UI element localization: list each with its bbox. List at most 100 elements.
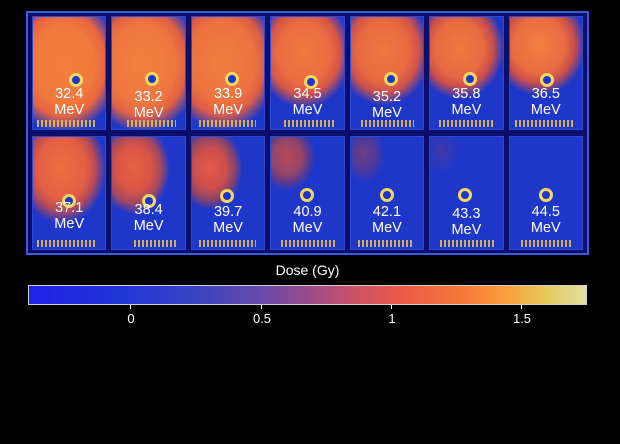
- ring-mark: [141, 193, 156, 208]
- film-13: 43.3 MeV: [429, 136, 504, 250]
- film-panel: 32.4 MeV 33.2 MeV 33.9 MeV: [26, 11, 589, 255]
- energy-label: 42.1 MeV: [351, 204, 423, 236]
- energy-unit: MeV: [213, 102, 243, 119]
- dose-glow: [33, 17, 106, 129]
- ring-mark: [145, 71, 160, 86]
- energy-value: 42.1: [372, 204, 402, 221]
- energy-label: 35.2 MeV: [351, 89, 423, 121]
- handwritten-mark: [126, 120, 177, 127]
- energy-label: 32.4 MeV: [33, 86, 105, 118]
- energy-unit: MeV: [530, 102, 561, 119]
- energy-unit: MeV: [292, 220, 323, 237]
- dose-glow: [33, 137, 106, 249]
- handwritten-mark: [281, 240, 335, 247]
- energy-unit: MeV: [54, 102, 85, 119]
- energy-label: 35.8 MeV: [430, 86, 502, 118]
- handwritten-mark: [199, 240, 256, 247]
- handwritten-mark: [438, 120, 494, 127]
- dose-colorbar: [28, 285, 587, 305]
- film-3: 33.9 MeV: [190, 16, 266, 130]
- ring-mark: [69, 72, 84, 87]
- film-grid: 32.4 MeV 33.2 MeV 33.9 MeV: [32, 16, 583, 250]
- energy-value: 38.4: [134, 201, 163, 218]
- energy-unit: MeV: [213, 220, 243, 237]
- energy-value: 40.9: [293, 204, 322, 221]
- ring-mark: [379, 188, 394, 203]
- energy-unit: MeV: [133, 104, 164, 121]
- dose-glow: [112, 137, 185, 249]
- handwritten-mark: [440, 240, 494, 247]
- energy-label: 33.2 MeV: [112, 89, 184, 121]
- energy-value: 44.5: [531, 204, 560, 221]
- colorbar-tick: [521, 305, 522, 309]
- film-8: 37.1 MeV: [32, 136, 107, 250]
- ring-mark: [224, 71, 239, 86]
- energy-value: 43.3: [452, 206, 481, 223]
- handwritten-mark: [284, 120, 335, 127]
- handwritten-mark: [521, 240, 574, 247]
- energy-unit: MeV: [133, 217, 164, 234]
- colorbar-tick-label: 1.5: [512, 311, 532, 326]
- handwritten-mark: [515, 120, 574, 127]
- film-7: 36.5 MeV: [508, 16, 583, 130]
- energy-value: 33.9: [213, 86, 243, 103]
- ring-mark: [300, 188, 315, 203]
- handwritten-mark: [37, 240, 97, 247]
- ring-mark: [219, 189, 234, 204]
- colorbar-tick: [261, 305, 262, 309]
- film-6: 35.8 MeV: [429, 16, 504, 130]
- energy-value: 39.7: [213, 204, 243, 221]
- energy-value: 34.5: [293, 86, 322, 103]
- ring-mark: [304, 74, 319, 89]
- energy-value: 33.2: [134, 88, 163, 105]
- energy-value: 35.2: [372, 88, 402, 105]
- energy-value: 32.4: [55, 86, 84, 103]
- energy-label: 38.4 MeV: [112, 202, 184, 234]
- energy-label: 40.9 MeV: [271, 204, 343, 236]
- ring-mark: [462, 71, 477, 86]
- energy-label: 43.3 MeV: [430, 206, 502, 238]
- energy-value: 37.1: [55, 199, 84, 216]
- film-4: 34.5 MeV: [270, 16, 345, 130]
- film-12: 42.1 MeV: [349, 136, 425, 250]
- energy-label: 33.9 MeV: [192, 86, 264, 118]
- film-2: 33.2 MeV: [111, 16, 186, 130]
- film-9: 38.4 MeV: [111, 136, 186, 250]
- colorbar-tick: [130, 305, 131, 309]
- handwritten-mark: [37, 120, 97, 127]
- energy-value: 35.8: [452, 86, 481, 103]
- energy-label: 37.1 MeV: [33, 200, 105, 232]
- energy-value: 36.5: [531, 86, 560, 103]
- film-14: 44.5 MeV: [508, 136, 583, 250]
- film-10: 39.7 MeV: [190, 136, 266, 250]
- energy-label: 36.5 MeV: [510, 86, 582, 118]
- energy-unit: MeV: [372, 220, 402, 237]
- ring-mark: [538, 188, 553, 203]
- film-1: 32.4 MeV: [32, 16, 107, 130]
- energy-unit: MeV: [451, 222, 482, 239]
- energy-unit: MeV: [54, 215, 85, 232]
- colorbar-tick: [391, 305, 392, 309]
- energy-label: 39.7 MeV: [192, 204, 264, 236]
- handwritten-mark: [357, 240, 415, 247]
- ring-mark: [540, 72, 555, 87]
- dose-glow: [271, 17, 344, 129]
- colorbar-tick-label: 0: [127, 311, 135, 326]
- energy-label: 34.5 MeV: [271, 86, 343, 118]
- energy-unit: MeV: [292, 102, 323, 119]
- ring-mark: [383, 71, 398, 86]
- energy-unit: MeV: [530, 220, 561, 237]
- film-5: 35.2 MeV: [349, 16, 425, 130]
- handwritten-mark: [360, 120, 415, 127]
- ring-mark: [457, 188, 472, 203]
- colorbar-tick-label: 0.5: [252, 311, 272, 326]
- energy-unit: MeV: [451, 102, 482, 119]
- colorbar-tick-label: 1: [388, 311, 396, 326]
- colorbar-title: Dose (Gy): [275, 262, 340, 278]
- energy-unit: MeV: [372, 104, 402, 121]
- film-11: 40.9 MeV: [270, 136, 345, 250]
- ring-mark: [62, 193, 77, 208]
- energy-label: 44.5 MeV: [510, 204, 582, 236]
- handwritten-mark: [199, 120, 256, 127]
- handwritten-mark: [134, 240, 177, 247]
